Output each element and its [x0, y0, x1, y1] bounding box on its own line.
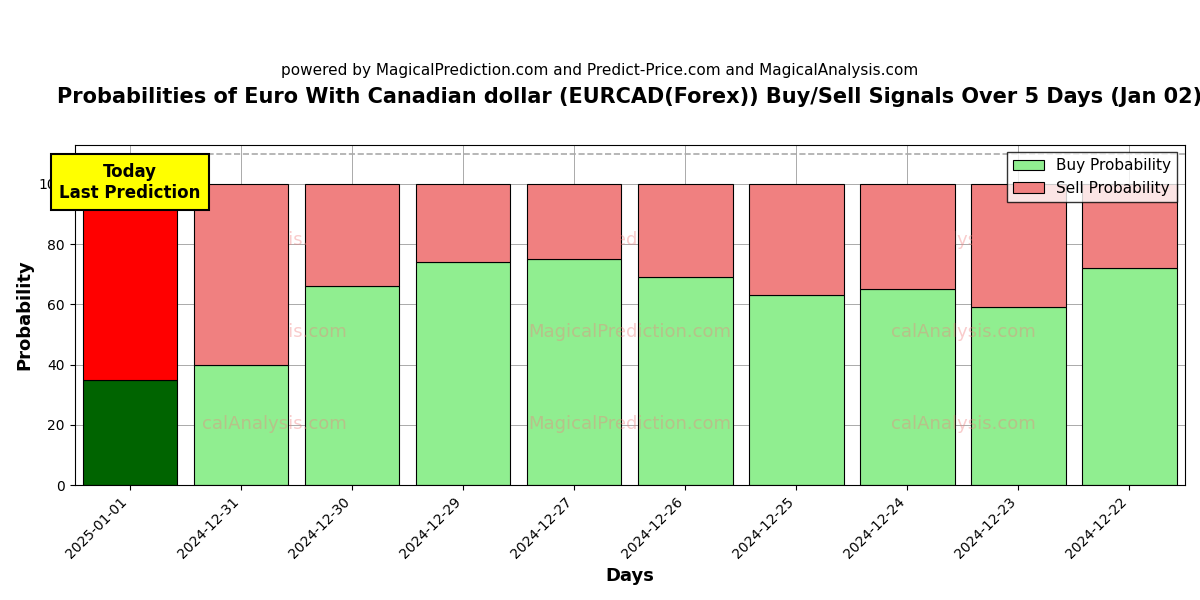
Bar	[1082, 268, 1177, 485]
Text: calAnalysis.com: calAnalysis.com	[202, 415, 347, 433]
Text: Today
Last Prediction: Today Last Prediction	[60, 163, 200, 202]
Bar	[749, 295, 844, 485]
Bar	[83, 184, 178, 380]
Bar	[305, 286, 400, 485]
Bar	[749, 184, 844, 295]
Text: MagicalPrediction.com: MagicalPrediction.com	[528, 231, 731, 249]
Text: calAnalysis.com: calAnalysis.com	[890, 415, 1036, 433]
Text: powered by MagicalPrediction.com and Predict-Price.com and MagicalAnalysis.com: powered by MagicalPrediction.com and Pre…	[281, 63, 919, 78]
Bar	[971, 307, 1066, 485]
Bar	[527, 259, 622, 485]
Bar	[971, 184, 1066, 307]
Bar	[638, 184, 732, 277]
Bar	[416, 262, 510, 485]
X-axis label: Days: Days	[605, 567, 654, 585]
Bar	[860, 184, 955, 289]
Text: calAnalysis.com: calAnalysis.com	[890, 231, 1036, 249]
Bar	[638, 277, 732, 485]
Text: calAnalysis.com: calAnalysis.com	[202, 323, 347, 341]
Text: calAnalysis.com: calAnalysis.com	[890, 323, 1036, 341]
Title: Probabilities of Euro With Canadian dollar (EURCAD(Forex)) Buy/Sell Signals Over: Probabilities of Euro With Canadian doll…	[58, 87, 1200, 107]
Bar	[305, 184, 400, 286]
Bar	[83, 380, 178, 485]
Bar	[527, 184, 622, 259]
Bar	[1082, 184, 1177, 268]
Legend: Buy Probability, Sell Probability: Buy Probability, Sell Probability	[1007, 152, 1177, 202]
Bar	[194, 184, 288, 365]
Y-axis label: Probability: Probability	[16, 260, 34, 370]
Bar	[416, 184, 510, 262]
Bar	[194, 365, 288, 485]
Text: MagicalPrediction.com: MagicalPrediction.com	[528, 415, 731, 433]
Text: MagicalPrediction.com: MagicalPrediction.com	[528, 323, 731, 341]
Text: calAnalysis.com: calAnalysis.com	[202, 231, 347, 249]
Bar	[860, 289, 955, 485]
